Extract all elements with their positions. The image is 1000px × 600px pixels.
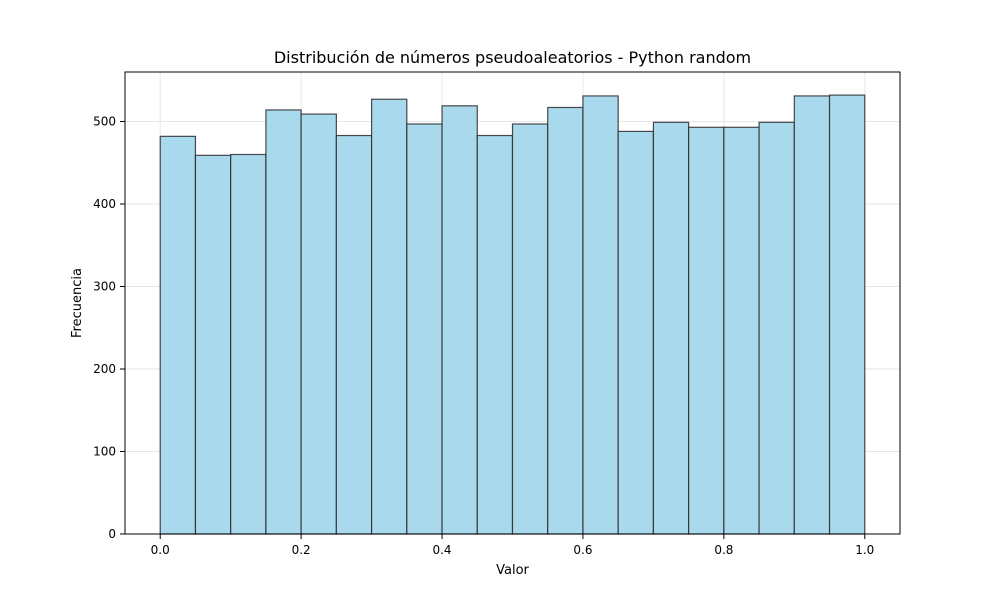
histogram-bar bbox=[793, 95, 831, 535]
histogram-bar bbox=[230, 153, 267, 535]
bars-layer bbox=[159, 94, 866, 535]
chart-title: Distribución de números pseudoaleatorios… bbox=[274, 48, 751, 67]
x-tick-label: 0.4 bbox=[432, 543, 451, 557]
histogram-bar bbox=[476, 134, 514, 535]
histogram-bar bbox=[617, 130, 655, 535]
y-tick-label: 500 bbox=[93, 115, 116, 129]
histogram-bar bbox=[828, 94, 866, 535]
y-tick-label: 200 bbox=[93, 362, 116, 376]
x-tick-label: 0.0 bbox=[151, 543, 170, 557]
plot-area-frame bbox=[124, 71, 901, 535]
histogram-bar bbox=[511, 123, 549, 535]
x-tick-label: 0.8 bbox=[714, 543, 733, 557]
histogram-bar bbox=[370, 98, 408, 535]
x-tick-label: 0.6 bbox=[573, 543, 592, 557]
histogram-bar bbox=[159, 135, 197, 535]
y-tick-label: 100 bbox=[93, 445, 116, 459]
histogram-bar bbox=[265, 109, 302, 535]
histogram-bar bbox=[723, 126, 760, 535]
y-tick-label: 300 bbox=[93, 280, 116, 294]
x-axis-label: Valor bbox=[496, 563, 529, 578]
histogram-bar bbox=[688, 126, 725, 535]
histogram-bar bbox=[406, 123, 443, 535]
y-tick-label: 0 bbox=[108, 527, 116, 541]
y-axis-label: Frecuencia bbox=[70, 268, 85, 338]
histogram-bar bbox=[652, 121, 690, 535]
y-tick-label: 400 bbox=[93, 197, 116, 211]
histogram-bar bbox=[194, 154, 232, 535]
x-tick-label: 1.0 bbox=[855, 543, 874, 557]
histogram-bar bbox=[335, 134, 373, 535]
histogram-bar bbox=[582, 95, 619, 535]
histogram-bar bbox=[547, 106, 584, 535]
histogram-bar bbox=[300, 113, 337, 535]
histogram-bar bbox=[441, 105, 478, 535]
x-axis-ticks: 0.0 0.2 0.4 0.6 0.8 1.0 bbox=[151, 534, 874, 557]
histogram-bar bbox=[758, 121, 795, 535]
x-tick-label: 0.2 bbox=[292, 543, 311, 557]
y-axis-ticks: 0 100 200 300 400 500 bbox=[93, 115, 125, 541]
